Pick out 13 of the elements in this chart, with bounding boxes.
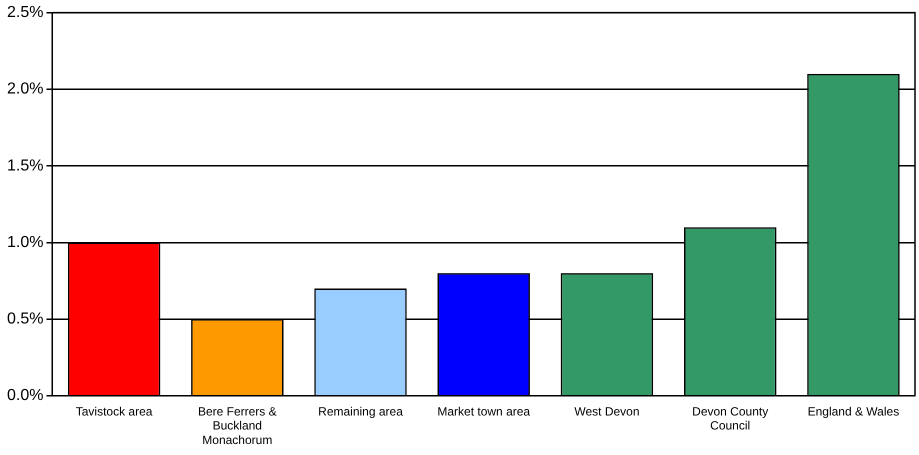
- x-tick-label: Market town area: [437, 404, 530, 418]
- y-tick-label: 2.0%: [7, 80, 44, 98]
- x-tick-label: Devon County Council: [692, 404, 768, 433]
- y-tick-label: 2.5%: [7, 4, 44, 22]
- x-tick-label: Tavistock area: [76, 404, 153, 418]
- x-tick-label: West Devon: [574, 404, 640, 418]
- x-tick-label: England & Wales: [808, 404, 900, 418]
- y-tick-label: 0.0%: [7, 387, 44, 404]
- x-tick-label: Bere Ferrers & Buckland Monachorum: [198, 404, 277, 448]
- y-tick-label: 1.5%: [7, 157, 44, 174]
- y-tick-label: 1.0%: [7, 234, 44, 251]
- x-tick-label: Remaining area: [318, 404, 404, 418]
- y-tick-label: 0.5%: [7, 310, 44, 328]
